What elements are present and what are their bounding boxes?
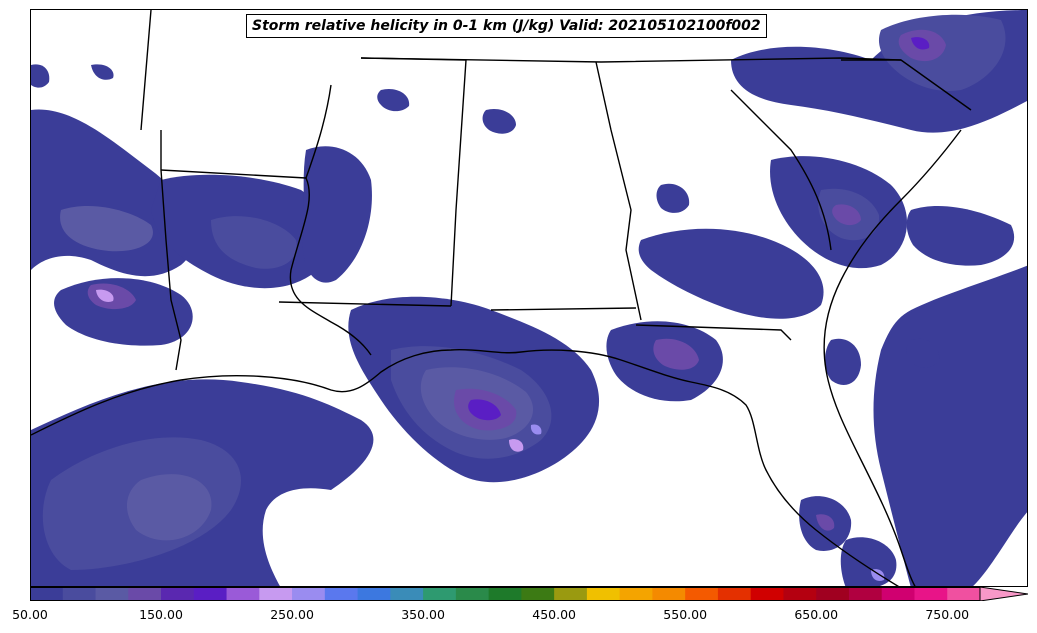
border-ms-al	[360, 57, 467, 307]
helicity-region-atlantic-north	[906, 205, 1015, 266]
colorbar-segment	[423, 587, 457, 601]
colorbar-segment	[259, 587, 293, 601]
helicity-cell-west-top	[31, 64, 50, 88]
helicity-region-central-gulf-max	[509, 439, 524, 452]
colorbar-tick-label: 250.00	[270, 607, 314, 622]
colorbar-segment	[193, 587, 228, 601]
helicity-region-carolinas-core	[832, 204, 861, 226]
helicity-region-florida-mid	[825, 338, 861, 385]
helicity-cell-alabama	[482, 108, 516, 134]
colorbar-outline	[30, 587, 981, 601]
colorbar-segment	[62, 587, 97, 601]
border-al-ga	[595, 61, 642, 321]
helicity-region-central-gulf-max2	[530, 424, 542, 435]
border-mississippi-river	[289, 177, 372, 356]
colorbar-tick-label: 150.00	[139, 607, 183, 622]
colorbar-segment	[488, 587, 522, 601]
helicity-cell-sc-coast	[906, 338, 940, 368]
colorbar-segment	[128, 587, 162, 601]
colorbar-segment	[30, 587, 64, 601]
helicity-map	[31, 10, 1027, 586]
helicity-cell-west-mid	[91, 64, 114, 80]
colorbar-tick-label: 350.00	[401, 607, 445, 622]
colorbar-segment	[947, 587, 981, 601]
border-nc-sc	[841, 59, 972, 111]
colorbar-segment	[95, 587, 129, 601]
colorbar-segment	[914, 587, 948, 601]
map-panel	[30, 9, 1028, 587]
colorbar-segment	[783, 587, 817, 601]
colorbar-tick-label: 50.00	[12, 607, 48, 622]
colorbar-segment	[750, 587, 785, 601]
border-tennessee	[360, 57, 902, 63]
border-al-fl	[490, 307, 637, 311]
colorbar-tick-label: 550.00	[663, 607, 708, 622]
colorbar-segment	[685, 587, 719, 601]
border-ms-west	[305, 84, 332, 179]
border-arkansas-north	[140, 10, 152, 131]
border-ga-sc	[730, 89, 832, 251]
colorbar-segment	[816, 587, 850, 601]
colorbar-segment	[652, 587, 686, 601]
colorbar-segment	[161, 587, 195, 601]
colorbar-tick-label: 650.00	[794, 607, 839, 622]
helicity-region-gulf-west-inner2	[126, 474, 212, 541]
helicity-region-arkansas-inner	[211, 216, 297, 269]
helicity-region-texas-peak	[96, 289, 114, 302]
colorbar-segment	[455, 587, 490, 601]
map-title: Storm relative helicity in 0-1 km (J/kg)…	[246, 14, 767, 38]
helicity-region-northeast-peak	[911, 37, 930, 50]
colorbar-segment	[717, 587, 752, 601]
helicity-region-mississippi	[302, 146, 372, 283]
colorbar	[30, 587, 1028, 601]
colorbar-segment	[554, 587, 588, 601]
colorbar-segment	[390, 587, 424, 601]
colorbar-segment	[586, 587, 621, 601]
colorbar-segment	[619, 587, 654, 601]
helicity-fill-layer	[31, 10, 1027, 586]
atlantic-coastline	[823, 129, 962, 586]
colorbar-tick-label: 750.00	[925, 607, 970, 622]
helicity-region-central-gulf-peak	[468, 399, 501, 421]
colorbar-segment	[226, 587, 260, 601]
border-texas-louisiana	[160, 130, 182, 371]
border-louisiana-mississippi	[278, 301, 452, 307]
colorbar-segment	[848, 587, 883, 601]
helicity-region-florida-west-core	[816, 514, 835, 531]
colorbar-segment	[292, 587, 326, 601]
border-arkansas-louisiana	[160, 169, 307, 179]
colorbar-segment	[521, 587, 555, 601]
helicity-region-georgia	[638, 228, 824, 319]
colorbar-extend-arrow	[979, 587, 1028, 601]
helicity-cell-ms-north	[377, 88, 410, 112]
gulf-coastline	[31, 348, 900, 586]
border-ga-fl	[635, 324, 792, 341]
colorbar-tick-label: 450.00	[532, 607, 576, 622]
state-borders	[31, 10, 972, 586]
helicity-region-texas-inner	[60, 205, 153, 252]
colorbar-segment	[324, 587, 359, 601]
helicity-region-panhandle-core	[653, 338, 699, 370]
helicity-cell-georgia-north	[656, 183, 690, 213]
colorbar-segment	[881, 587, 916, 601]
colorbar-segment	[357, 587, 391, 601]
